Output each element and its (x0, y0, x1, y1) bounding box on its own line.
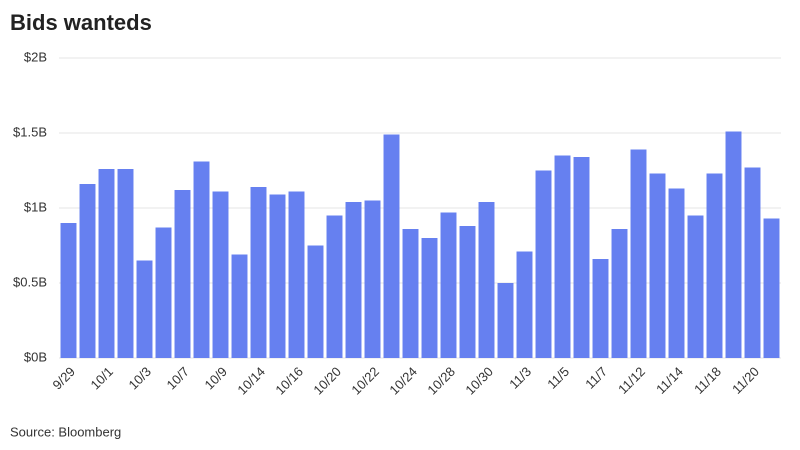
bar (193, 161, 210, 358)
y-tick-label: $2B (24, 49, 47, 64)
bar (459, 226, 476, 358)
bar (592, 259, 609, 358)
bar (345, 202, 362, 358)
x-tick-label: 10/1 (88, 364, 117, 393)
x-tick-label: 11/7 (582, 364, 610, 392)
bar (79, 184, 96, 358)
bar (554, 155, 571, 358)
bar (649, 173, 666, 358)
x-tick-label: 10/20 (310, 364, 344, 398)
bar (668, 188, 685, 358)
bar (497, 283, 514, 358)
y-tick-label: $0B (24, 349, 47, 364)
x-tick-label: 11/3 (506, 364, 534, 392)
x-tick-label: 10/9 (202, 364, 231, 393)
bar (212, 191, 229, 358)
bar (60, 223, 77, 358)
bar (402, 229, 419, 358)
x-tick-label: 11/20 (729, 364, 762, 397)
x-tick-label: 10/28 (424, 364, 458, 398)
bar (269, 194, 286, 358)
bar (307, 245, 324, 358)
x-tick-label: 11/12 (615, 364, 648, 397)
x-tick-label: 11/18 (691, 364, 724, 397)
x-tick-label: 10/22 (348, 364, 382, 398)
bar (744, 167, 761, 358)
x-tick-label: 10/14 (234, 364, 268, 398)
source-note: Source: Bloomberg (10, 424, 121, 439)
bar (155, 227, 172, 358)
bar (630, 149, 647, 358)
bar (250, 187, 267, 358)
bar (174, 190, 191, 358)
x-tick-label: 11/14 (653, 364, 686, 397)
chart-title: Bids wanteds (10, 10, 152, 35)
bar (535, 170, 552, 358)
bar (98, 169, 115, 358)
bar (440, 212, 457, 358)
bar (478, 202, 495, 358)
bar (117, 169, 134, 358)
bar (136, 260, 153, 358)
bar (763, 218, 780, 358)
bar (364, 200, 381, 358)
y-tick-label: $0.5B (13, 274, 47, 289)
bar (326, 215, 343, 358)
x-tick-label: 10/7 (164, 364, 193, 393)
x-tick-label: 10/3 (126, 364, 155, 393)
bar (288, 191, 305, 358)
x-tick-label: 10/24 (386, 364, 420, 398)
bar (421, 238, 438, 358)
y-tick-label: $1.5B (13, 124, 47, 139)
bar (725, 131, 742, 358)
x-tick-label: 9/29 (50, 364, 79, 393)
bar (573, 157, 590, 358)
y-tick-label: $1B (24, 199, 47, 214)
bar (383, 134, 400, 358)
x-tick-label: 10/30 (462, 364, 496, 398)
bar (516, 251, 533, 358)
x-tick-label: 10/16 (272, 364, 306, 398)
bar (687, 215, 704, 358)
x-tick-label: 11/5 (544, 364, 572, 392)
bar (611, 229, 628, 358)
bar (231, 254, 248, 358)
bar (706, 173, 723, 358)
